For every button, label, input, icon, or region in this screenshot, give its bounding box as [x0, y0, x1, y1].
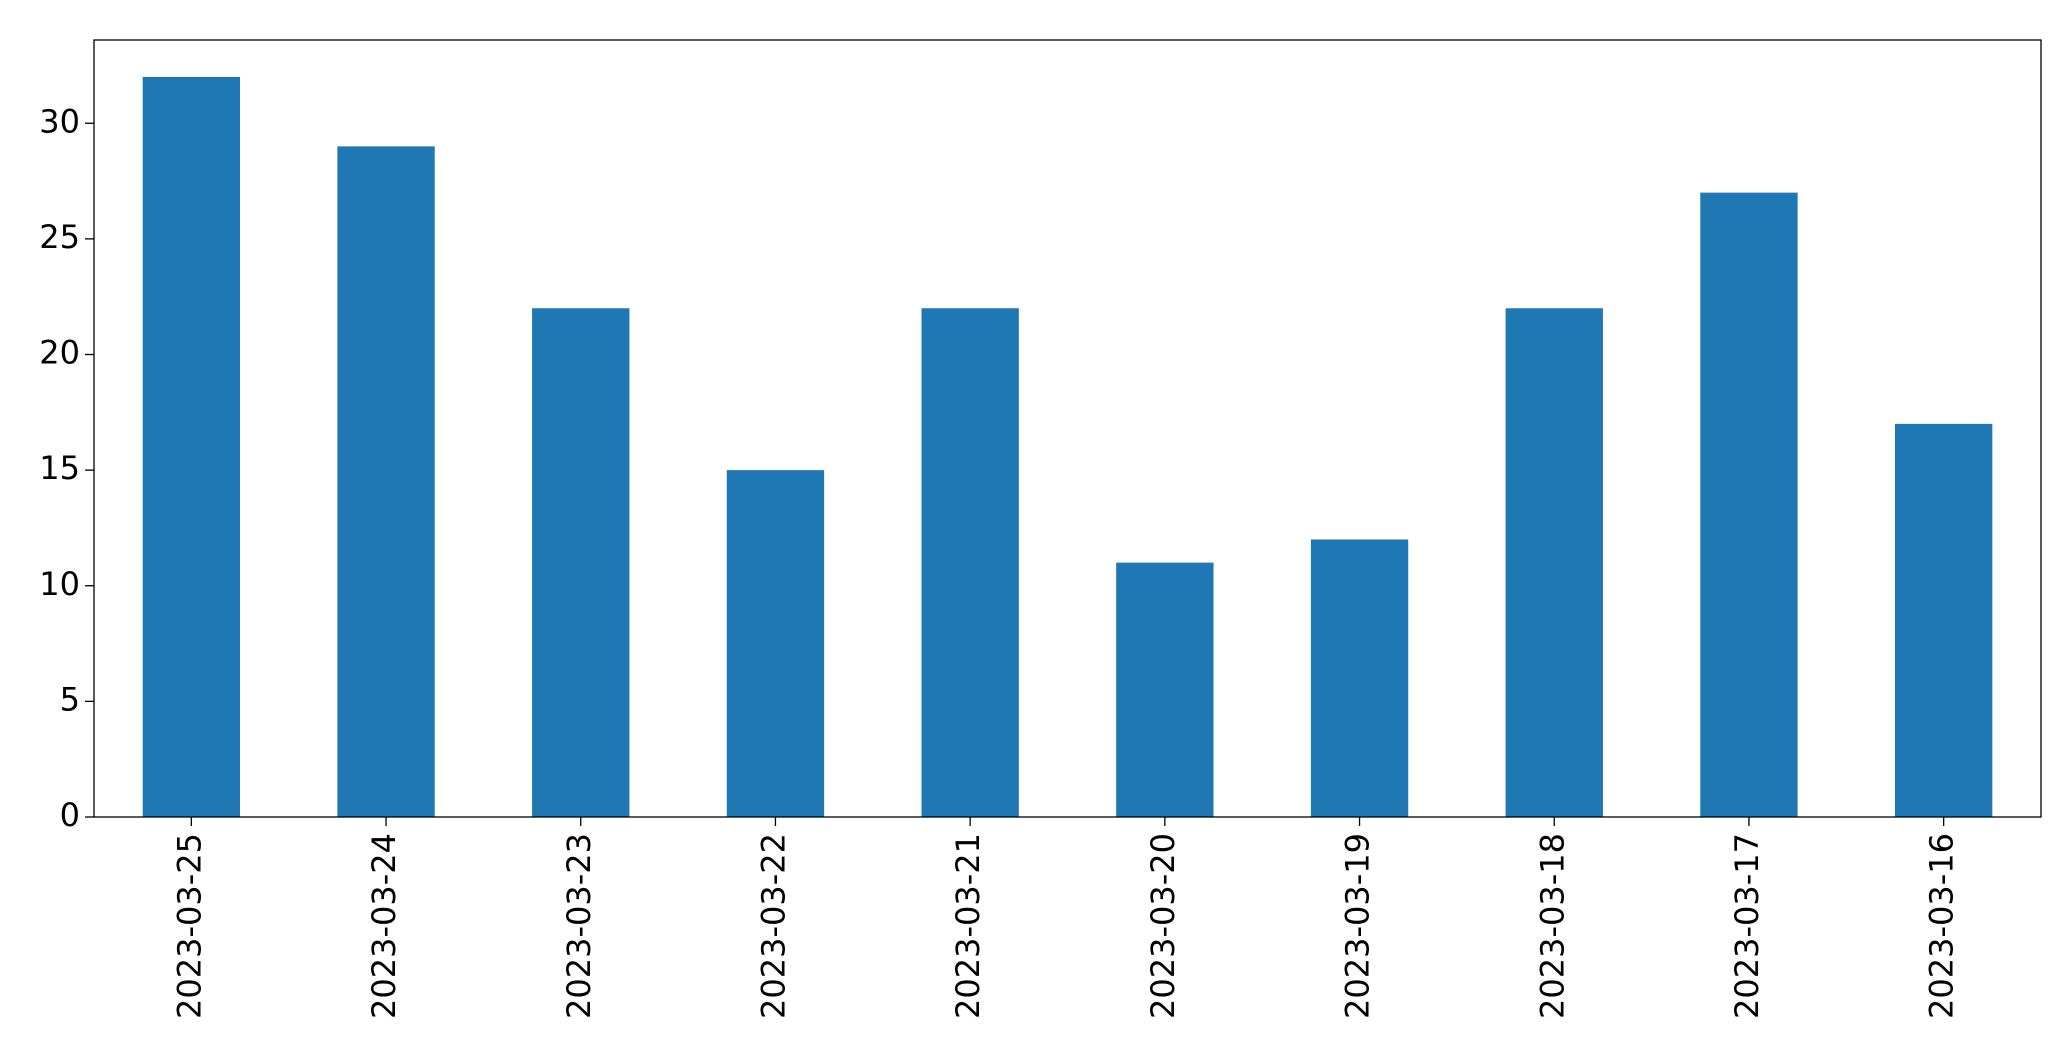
bar: [532, 308, 630, 817]
bar: [921, 308, 1019, 817]
x-tick-label: 2023-03-18: [1533, 833, 1571, 1019]
x-tick-label: 2023-03-24: [365, 833, 403, 1019]
x-tick-label: 2023-03-17: [1728, 833, 1766, 1019]
bar: [1700, 192, 1798, 817]
x-tick-label: 2023-03-23: [560, 833, 598, 1019]
x-tick-label: 2023-03-25: [170, 833, 208, 1019]
y-tick-label: 20: [39, 334, 80, 372]
y-tick-label: 0: [60, 796, 80, 834]
bar: [1116, 562, 1214, 817]
x-tick-label: 2023-03-16: [1923, 833, 1961, 1019]
bar: [337, 146, 435, 817]
bar: [726, 470, 825, 817]
x-tick-label: 2023-03-20: [1144, 833, 1182, 1019]
plot-frame: [93, 39, 2042, 818]
x-tick-label: 2023-03-22: [754, 833, 792, 1019]
bar: [142, 77, 241, 817]
y-tick-label: 30: [39, 102, 80, 140]
y-tick-label: 25: [39, 218, 80, 256]
x-tick-label: 2023-03-21: [949, 833, 987, 1019]
bar: [1894, 423, 1993, 817]
bar: [1505, 308, 1603, 817]
y-tick-label: 15: [39, 449, 80, 487]
y-tick-label: 10: [39, 565, 80, 603]
x-tick-label: 2023-03-19: [1339, 833, 1377, 1019]
bar: [1310, 539, 1409, 817]
y-tick-label: 5: [60, 680, 80, 718]
